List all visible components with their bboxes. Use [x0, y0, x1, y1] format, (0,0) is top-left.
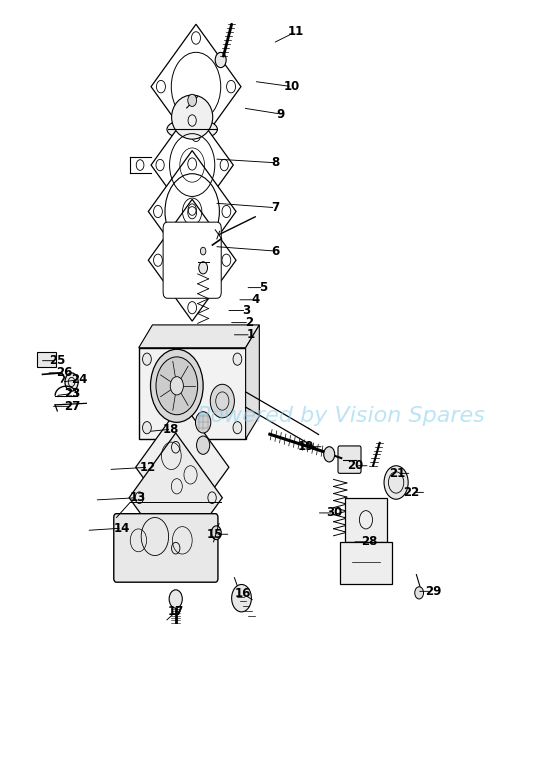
- FancyBboxPatch shape: [345, 497, 387, 542]
- Text: 1: 1: [247, 329, 255, 342]
- Text: 12: 12: [140, 461, 156, 474]
- Circle shape: [415, 587, 424, 599]
- Circle shape: [143, 353, 152, 365]
- Text: 13: 13: [129, 491, 145, 504]
- Text: 11: 11: [288, 25, 304, 38]
- Circle shape: [233, 353, 242, 365]
- Circle shape: [201, 248, 206, 255]
- Circle shape: [233, 422, 242, 434]
- Text: 18: 18: [163, 422, 180, 435]
- Circle shape: [65, 373, 78, 391]
- Polygon shape: [151, 24, 241, 149]
- Polygon shape: [148, 151, 236, 273]
- Text: 14: 14: [114, 522, 130, 535]
- Text: 24: 24: [71, 374, 88, 387]
- Circle shape: [384, 466, 408, 499]
- Text: 16: 16: [234, 587, 251, 600]
- Text: 5: 5: [260, 281, 268, 294]
- FancyBboxPatch shape: [339, 542, 392, 584]
- Polygon shape: [139, 325, 260, 348]
- Text: 15: 15: [207, 528, 223, 541]
- Text: 10: 10: [284, 80, 300, 93]
- Text: 7: 7: [272, 201, 279, 214]
- Text: 17: 17: [168, 605, 184, 618]
- Text: 21: 21: [389, 467, 406, 480]
- Circle shape: [212, 526, 221, 539]
- Text: 4: 4: [251, 293, 260, 306]
- Text: 23: 23: [64, 387, 81, 400]
- Circle shape: [169, 590, 182, 608]
- Circle shape: [196, 412, 211, 433]
- Ellipse shape: [167, 118, 218, 140]
- Text: 8: 8: [272, 157, 279, 170]
- FancyBboxPatch shape: [163, 222, 221, 298]
- Circle shape: [231, 584, 251, 612]
- Text: 29: 29: [425, 584, 441, 598]
- Circle shape: [197, 436, 210, 455]
- Text: 27: 27: [64, 400, 81, 413]
- Text: 6: 6: [272, 244, 279, 257]
- Circle shape: [170, 377, 183, 395]
- Text: 19: 19: [298, 440, 314, 453]
- Ellipse shape: [171, 95, 213, 139]
- Text: 2: 2: [245, 316, 253, 329]
- Circle shape: [324, 447, 334, 462]
- Polygon shape: [136, 403, 229, 532]
- Text: 9: 9: [277, 108, 285, 121]
- Circle shape: [143, 422, 152, 434]
- Circle shape: [156, 357, 198, 415]
- Text: 25: 25: [49, 354, 66, 367]
- Text: 28: 28: [361, 536, 378, 549]
- Polygon shape: [151, 108, 233, 222]
- Circle shape: [188, 94, 197, 106]
- Text: Powered by Vision Spares: Powered by Vision Spares: [197, 406, 485, 426]
- Polygon shape: [246, 325, 260, 439]
- Text: 30: 30: [326, 507, 342, 520]
- Circle shape: [199, 262, 208, 274]
- Text: 26: 26: [56, 367, 72, 380]
- Text: 22: 22: [403, 486, 419, 499]
- Polygon shape: [148, 199, 236, 321]
- Bar: [37, 351, 56, 367]
- FancyBboxPatch shape: [139, 348, 246, 439]
- FancyBboxPatch shape: [114, 513, 218, 582]
- FancyBboxPatch shape: [338, 446, 361, 474]
- Circle shape: [150, 349, 203, 422]
- Circle shape: [215, 53, 226, 68]
- Text: 3: 3: [242, 304, 251, 317]
- Polygon shape: [129, 433, 222, 562]
- Text: 20: 20: [347, 459, 363, 472]
- Circle shape: [210, 384, 234, 418]
